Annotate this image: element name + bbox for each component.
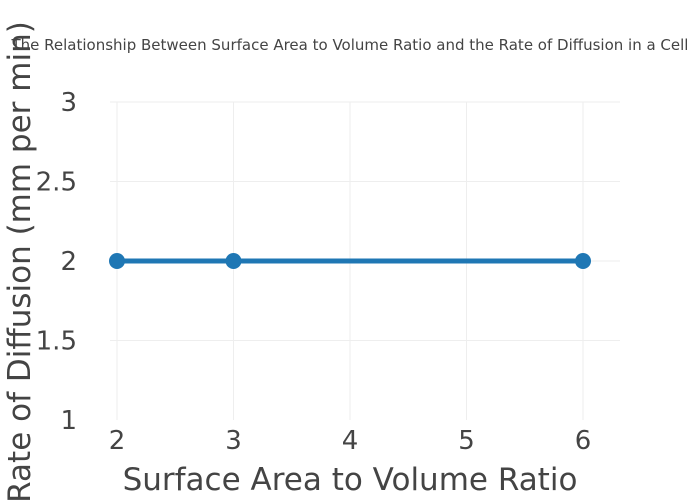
- y-tick-label: 1: [60, 406, 77, 436]
- x-tick-label: 6: [575, 426, 592, 456]
- y-axis-ticks: 1 1.5 2 2.5 3: [36, 88, 77, 436]
- x-tick-label: 2: [109, 426, 126, 456]
- chart-title: The Relationship Between Surface Area to…: [11, 36, 689, 54]
- y-tick-label: 1.5: [36, 327, 77, 357]
- x-tick-label: 5: [458, 426, 475, 456]
- x-tick-label: 4: [342, 426, 359, 456]
- x-tick-label: 3: [225, 426, 242, 456]
- y-axis-label: Rate of Diffusion (mm per min): [2, 21, 38, 500]
- x-axis-label: Surface Area to Volume Ratio: [123, 462, 578, 498]
- x-axis-ticks: 2 3 4 5 6: [109, 426, 592, 456]
- y-tick-label: 3: [60, 88, 77, 118]
- data-point[interactable]: [109, 253, 125, 269]
- data-point[interactable]: [225, 253, 242, 269]
- y-tick-label: 2: [60, 247, 77, 277]
- data-point[interactable]: [575, 253, 591, 269]
- y-tick-label: 2.5: [36, 168, 77, 198]
- series-group: [109, 253, 591, 269]
